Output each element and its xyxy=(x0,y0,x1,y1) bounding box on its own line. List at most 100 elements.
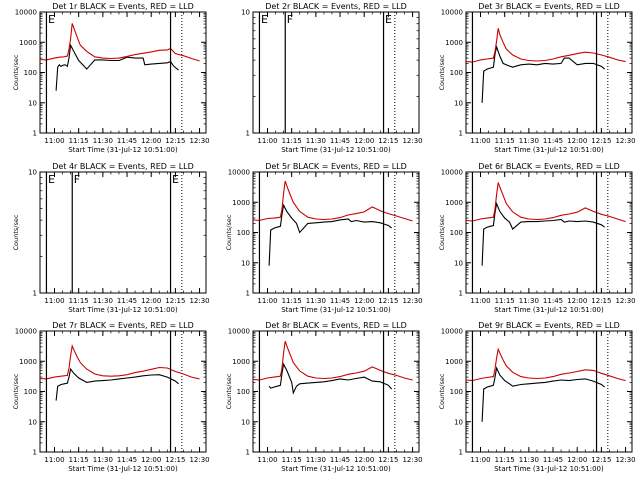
x-tick-label: 11:45 xyxy=(543,137,563,145)
panel-title: Det 3r BLACK = Events, RED = LLD xyxy=(478,2,620,11)
panel-det-8: Det 8r BLACK = Events, RED = LLD 1 10 100 10… xyxy=(225,321,423,473)
x-tick-label: 11:30 xyxy=(93,137,113,145)
x-axis-label: Start Time (31-Jul-12 10:51:00) xyxy=(494,146,604,154)
x-tick-label: 12:00 xyxy=(141,137,161,145)
x-tick-label: 11:15 xyxy=(69,456,89,464)
x-tick-label: 11:45 xyxy=(543,297,563,305)
events-series-line xyxy=(268,362,393,395)
x-tick-label: 11:45 xyxy=(543,456,563,464)
y-tick-label: 10 xyxy=(241,259,250,267)
x-tick-label: 12:00 xyxy=(567,456,587,464)
x-tick-label: 11:00 xyxy=(470,297,490,305)
x-tick-label: 11:45 xyxy=(117,297,137,305)
x-axis-label: Start Time (31-Jul-12 10:51:00) xyxy=(494,465,604,473)
x-tick-label: 12:15 xyxy=(165,137,185,145)
x-tick-label: 11:45 xyxy=(330,137,350,145)
y-tick-label: 1 xyxy=(246,130,250,138)
panel-title: Det 7r BLACK = Events, RED = LLD xyxy=(52,321,194,330)
panel-det-5: Det 5r BLACK = Events, RED = LLD 1 10 100 10… xyxy=(225,162,423,314)
y-tick-label: 1 xyxy=(33,130,37,138)
x-tick-label: 11:15 xyxy=(69,297,89,305)
y-axis-label: Counts/sec xyxy=(12,54,20,90)
y-tick-label: 100 xyxy=(237,388,250,396)
x-tick-label: 12:15 xyxy=(165,297,185,305)
x-tick-label: 11:15 xyxy=(69,137,89,145)
x-tick-label: 12:30 xyxy=(189,456,209,464)
x-tick-label: 12:30 xyxy=(189,137,209,145)
x-tick-label: 11:15 xyxy=(495,137,515,145)
x-tick-label: 11:00 xyxy=(257,137,277,145)
x-tick-label: 12:30 xyxy=(615,137,635,145)
panel-det-1: Det 1r BLACK = Events, RED = LLD 1 10 100 10… xyxy=(12,2,210,154)
panel-title: Det 8r BLACK = Events, RED = LLD xyxy=(265,321,407,330)
panel-det-9: Det 9r BLACK = Events, RED = LLD 1 10 100 10… xyxy=(438,321,636,473)
lld-series-line xyxy=(253,341,413,381)
y-tick-label: 1 xyxy=(459,130,463,138)
y-tick-label: 100 xyxy=(450,229,463,237)
x-tick-label: 11:00 xyxy=(470,137,490,145)
panel-title: Det 6r BLACK = Events, RED = LLD xyxy=(478,162,620,171)
y-tick-label: 10000 xyxy=(441,9,463,17)
x-tick-label: 12:30 xyxy=(615,456,635,464)
x-tick-label: 12:15 xyxy=(591,297,611,305)
x-tick-label: 12:00 xyxy=(567,297,587,305)
x-tick-label: 11:15 xyxy=(495,297,515,305)
panel-title: Det 2r BLACK = Events, RED = LLD xyxy=(265,2,407,11)
y-axis-label: Counts/sec xyxy=(225,373,233,409)
x-tick-label: 11:45 xyxy=(330,297,350,305)
x-tick-label: 12:30 xyxy=(402,456,422,464)
y-tick-label: 1 xyxy=(33,449,37,457)
y-tick-label: 10000 xyxy=(15,9,37,17)
x-tick-label: 11:30 xyxy=(519,137,539,145)
panel-det-7: Det 7r BLACK = Events, RED = LLD 1 10 100 10… xyxy=(12,321,210,473)
x-tick-label: 11:30 xyxy=(306,456,326,464)
y-tick-label: 100 xyxy=(24,388,37,396)
x-tick-label: 11:15 xyxy=(282,456,302,464)
x-tick-label: 12:00 xyxy=(141,297,161,305)
x-tick-label: 11:15 xyxy=(282,297,302,305)
y-axis-label: Counts/sec xyxy=(438,214,446,250)
y-tick-label: 10000 xyxy=(228,169,250,177)
y-tick-label: 1 xyxy=(246,290,250,298)
x-tick-label: 12:15 xyxy=(378,137,398,145)
y-tick-label: 100 xyxy=(450,69,463,77)
x-tick-label: 11:30 xyxy=(519,297,539,305)
x-tick-label: 11:30 xyxy=(93,297,113,305)
y-tick-label: 10000 xyxy=(441,169,463,177)
y-tick-label: 1 xyxy=(459,290,463,298)
y-tick-label: 1 xyxy=(33,290,37,298)
panel-title: Det 5r BLACK = Events, RED = LLD xyxy=(265,162,407,171)
y-tick-label: 100 xyxy=(237,229,250,237)
x-tick-label: 11:00 xyxy=(44,297,64,305)
y-tick-label: 1 xyxy=(459,449,463,457)
panel-det-3: Det 3r BLACK = Events, RED = LLD 1 10 100 10… xyxy=(438,2,636,154)
y-tick-label: 10 xyxy=(28,418,37,426)
x-tick-label: 11:00 xyxy=(257,456,277,464)
panel-det-4: Det 4r BLACK = Events, RED = LLD 1 10 11:00… xyxy=(12,162,210,314)
x-tick-label: 11:45 xyxy=(117,137,137,145)
x-tick-label: 11:30 xyxy=(519,456,539,464)
x-tick-label: 12:30 xyxy=(402,137,422,145)
x-tick-label: 12:30 xyxy=(402,297,422,305)
x-tick-label: 12:15 xyxy=(378,456,398,464)
events-series-line xyxy=(481,366,605,422)
lld-series-line xyxy=(40,344,200,380)
x-tick-label: 12:15 xyxy=(165,456,185,464)
y-axis-label: Counts/sec xyxy=(12,373,20,409)
y-tick-label: 1000 xyxy=(232,199,250,207)
y-tick-label: 10000 xyxy=(228,328,250,336)
y-axis-label: Counts/sec xyxy=(12,214,20,250)
panel-title: Det 1r BLACK = Events, RED = LLD xyxy=(52,2,194,11)
x-axis-label: Start Time (31-Jul-12 10:51:00) xyxy=(281,146,391,154)
x-tick-label: 12:00 xyxy=(354,456,374,464)
x-tick-label: 12:15 xyxy=(378,297,398,305)
state-marker-label: F xyxy=(287,13,293,26)
events-series-line xyxy=(268,203,392,266)
x-axis-label: Start Time (31-Jul-12 10:51:00) xyxy=(68,146,178,154)
y-tick-label: 10 xyxy=(454,418,463,426)
events-series-line xyxy=(55,43,179,91)
x-tick-label: 11:15 xyxy=(495,456,515,464)
y-axis-label: Counts/sec xyxy=(438,373,446,409)
state-marker-label: F xyxy=(74,173,80,186)
